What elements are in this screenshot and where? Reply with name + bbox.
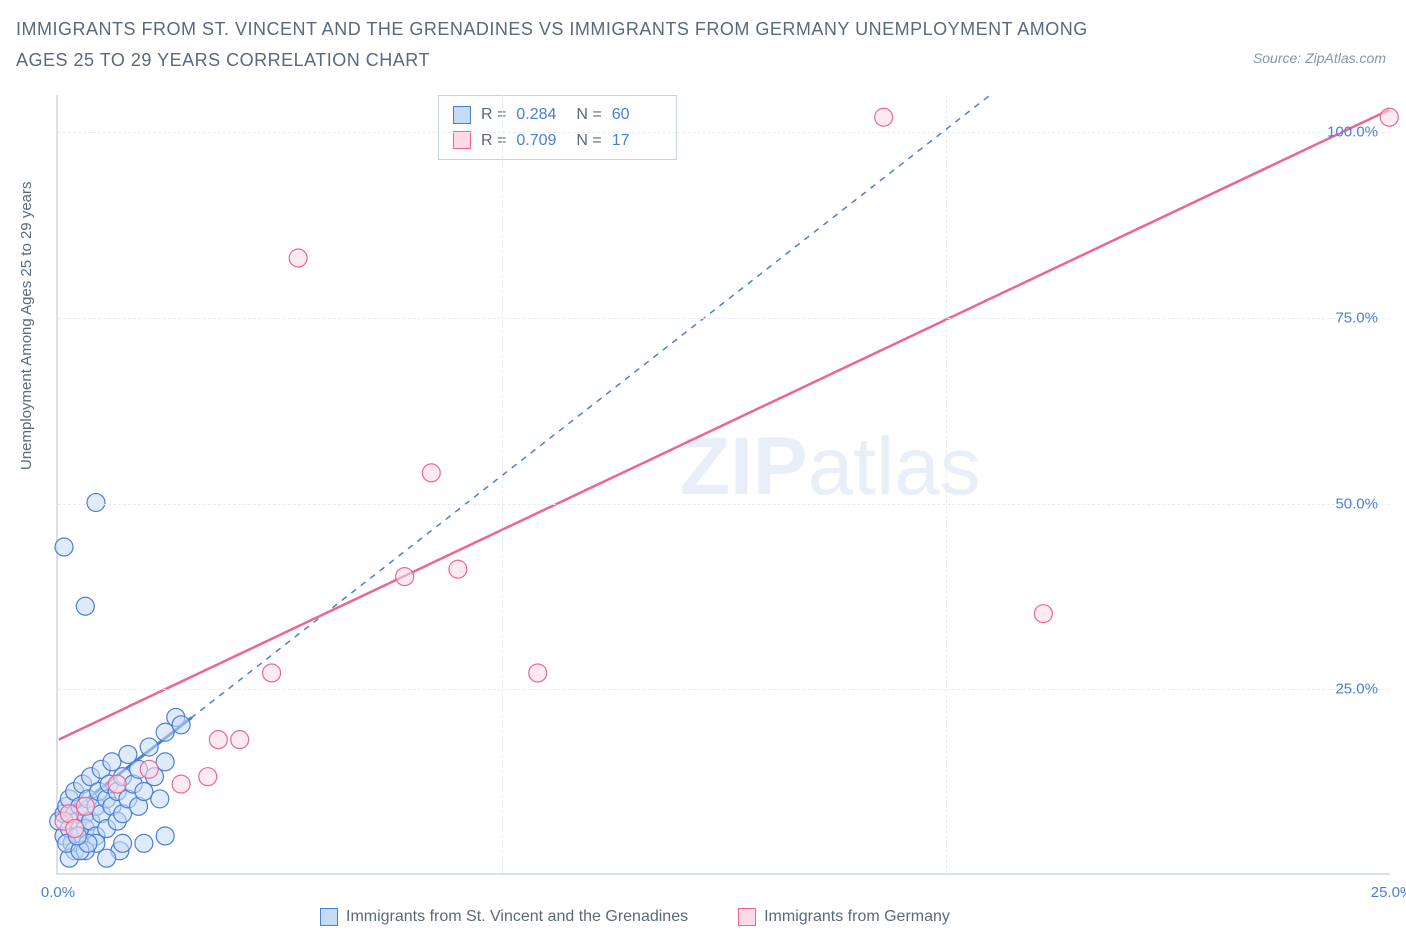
swatch-pink-icon [738,908,756,926]
y-tick-label: 50.0% [1335,495,1378,512]
legend-item-2: Immigrants from Germany [738,908,950,926]
legend-label-2: Immigrants from Germany [764,908,950,926]
swatch-pink-icon [453,131,471,149]
r-value-1: 0.284 [516,102,566,128]
n-label: N = [576,102,601,128]
n-value-1: 60 [612,102,662,128]
swatch-blue-icon [453,106,471,124]
scatter-plot-svg [58,95,1390,873]
correlation-stats-box: R = 0.284 N = 60 R = 0.709 N = 17 [438,95,677,160]
chart-title: IMMIGRANTS FROM ST. VINCENT AND THE GREN… [16,14,1116,75]
y-axis-label: Unemployment Among Ages 25 to 29 years [18,181,35,470]
legend-item-1: Immigrants from St. Vincent and the Gren… [320,908,688,926]
y-tick-label: 75.0% [1335,309,1378,326]
x-tick-label: 0.0% [41,884,75,901]
y-tick-label: 100.0% [1327,124,1378,141]
chart-plot-area: R = 0.284 N = 60 R = 0.709 N = 17 25.0% 5… [56,95,1390,875]
y-tick-label: 25.0% [1335,681,1378,698]
x-tick-label: 25.0% [1371,884,1406,901]
source-attribution: Source: ZipAtlas.com [1253,50,1386,66]
bottom-legend: Immigrants from St. Vincent and the Gren… [320,908,950,926]
swatch-blue-icon [320,908,338,926]
stats-row-series1: R = 0.284 N = 60 [453,102,662,128]
legend-label-1: Immigrants from St. Vincent and the Gren… [346,908,688,926]
